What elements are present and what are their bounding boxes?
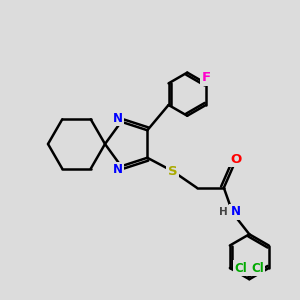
Text: N: N xyxy=(112,112,123,124)
Text: F: F xyxy=(201,71,211,85)
Text: O: O xyxy=(230,153,242,166)
Text: N: N xyxy=(112,164,123,176)
Text: S: S xyxy=(168,165,178,178)
Text: H: H xyxy=(220,207,228,217)
Text: Cl: Cl xyxy=(235,262,247,275)
Text: Cl: Cl xyxy=(251,262,264,275)
Text: N: N xyxy=(231,205,241,218)
